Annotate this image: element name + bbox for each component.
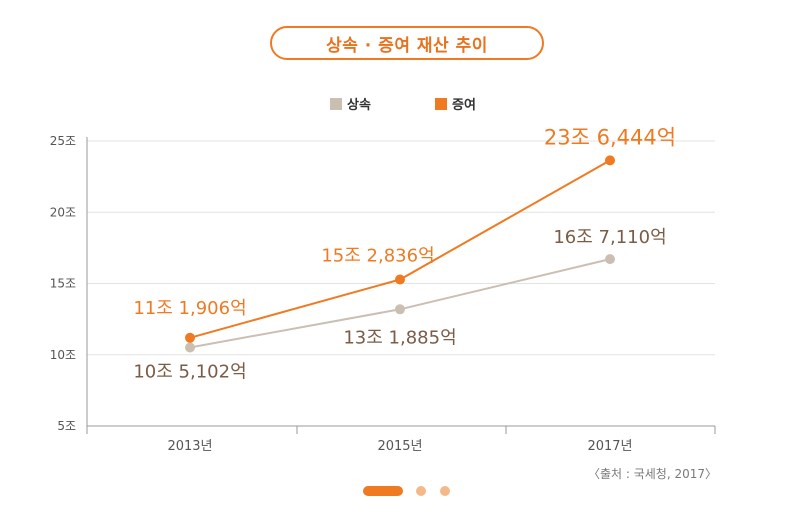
data-label: 23조 6,444억 xyxy=(544,125,676,149)
data-label: 15조 2,836억 xyxy=(321,246,434,267)
legend-swatch-inherit xyxy=(330,97,342,110)
data-label: 16조 7,110억 xyxy=(553,227,666,248)
data-point xyxy=(185,342,195,353)
legend: 상속 증여 xyxy=(0,94,793,114)
legend-label-gift: 증여 xyxy=(452,98,476,113)
data-label: 10조 5,102억 xyxy=(133,361,246,382)
pager-dot-3[interactable] xyxy=(440,486,450,496)
x-tick-label: 2013년 xyxy=(167,439,212,454)
y-tick-label: 25조 xyxy=(50,134,76,148)
y-tick-label: 10조 xyxy=(50,348,76,362)
data-point xyxy=(395,274,405,285)
carousel-pager xyxy=(0,486,793,498)
data-point xyxy=(605,254,615,265)
chart-title: 상속 · 증여 재산 추이 xyxy=(270,26,544,60)
legend-item-inherit: 상속 xyxy=(330,94,371,113)
pager-dot-2[interactable] xyxy=(416,486,426,496)
y-tick-label: 15조 xyxy=(50,277,76,291)
data-label: 11조 1,906억 xyxy=(133,298,246,319)
source-note: 〈출처 : 국세청, 2017〉 xyxy=(587,467,717,481)
data-point xyxy=(185,332,195,343)
x-tick-label: 2017년 xyxy=(587,439,632,454)
y-tick-label: 20조 xyxy=(50,205,76,219)
y-tick-label: 5조 xyxy=(57,419,76,433)
data-point xyxy=(395,304,405,315)
x-tick-label: 2015년 xyxy=(377,439,422,454)
legend-label-inherit: 상속 xyxy=(347,98,371,113)
data-label: 13조 1,885억 xyxy=(343,327,456,348)
data-point xyxy=(605,155,615,166)
pager-dot-active[interactable] xyxy=(363,486,403,496)
legend-swatch-gift xyxy=(435,97,447,110)
legend-item-gift: 증여 xyxy=(435,94,476,113)
